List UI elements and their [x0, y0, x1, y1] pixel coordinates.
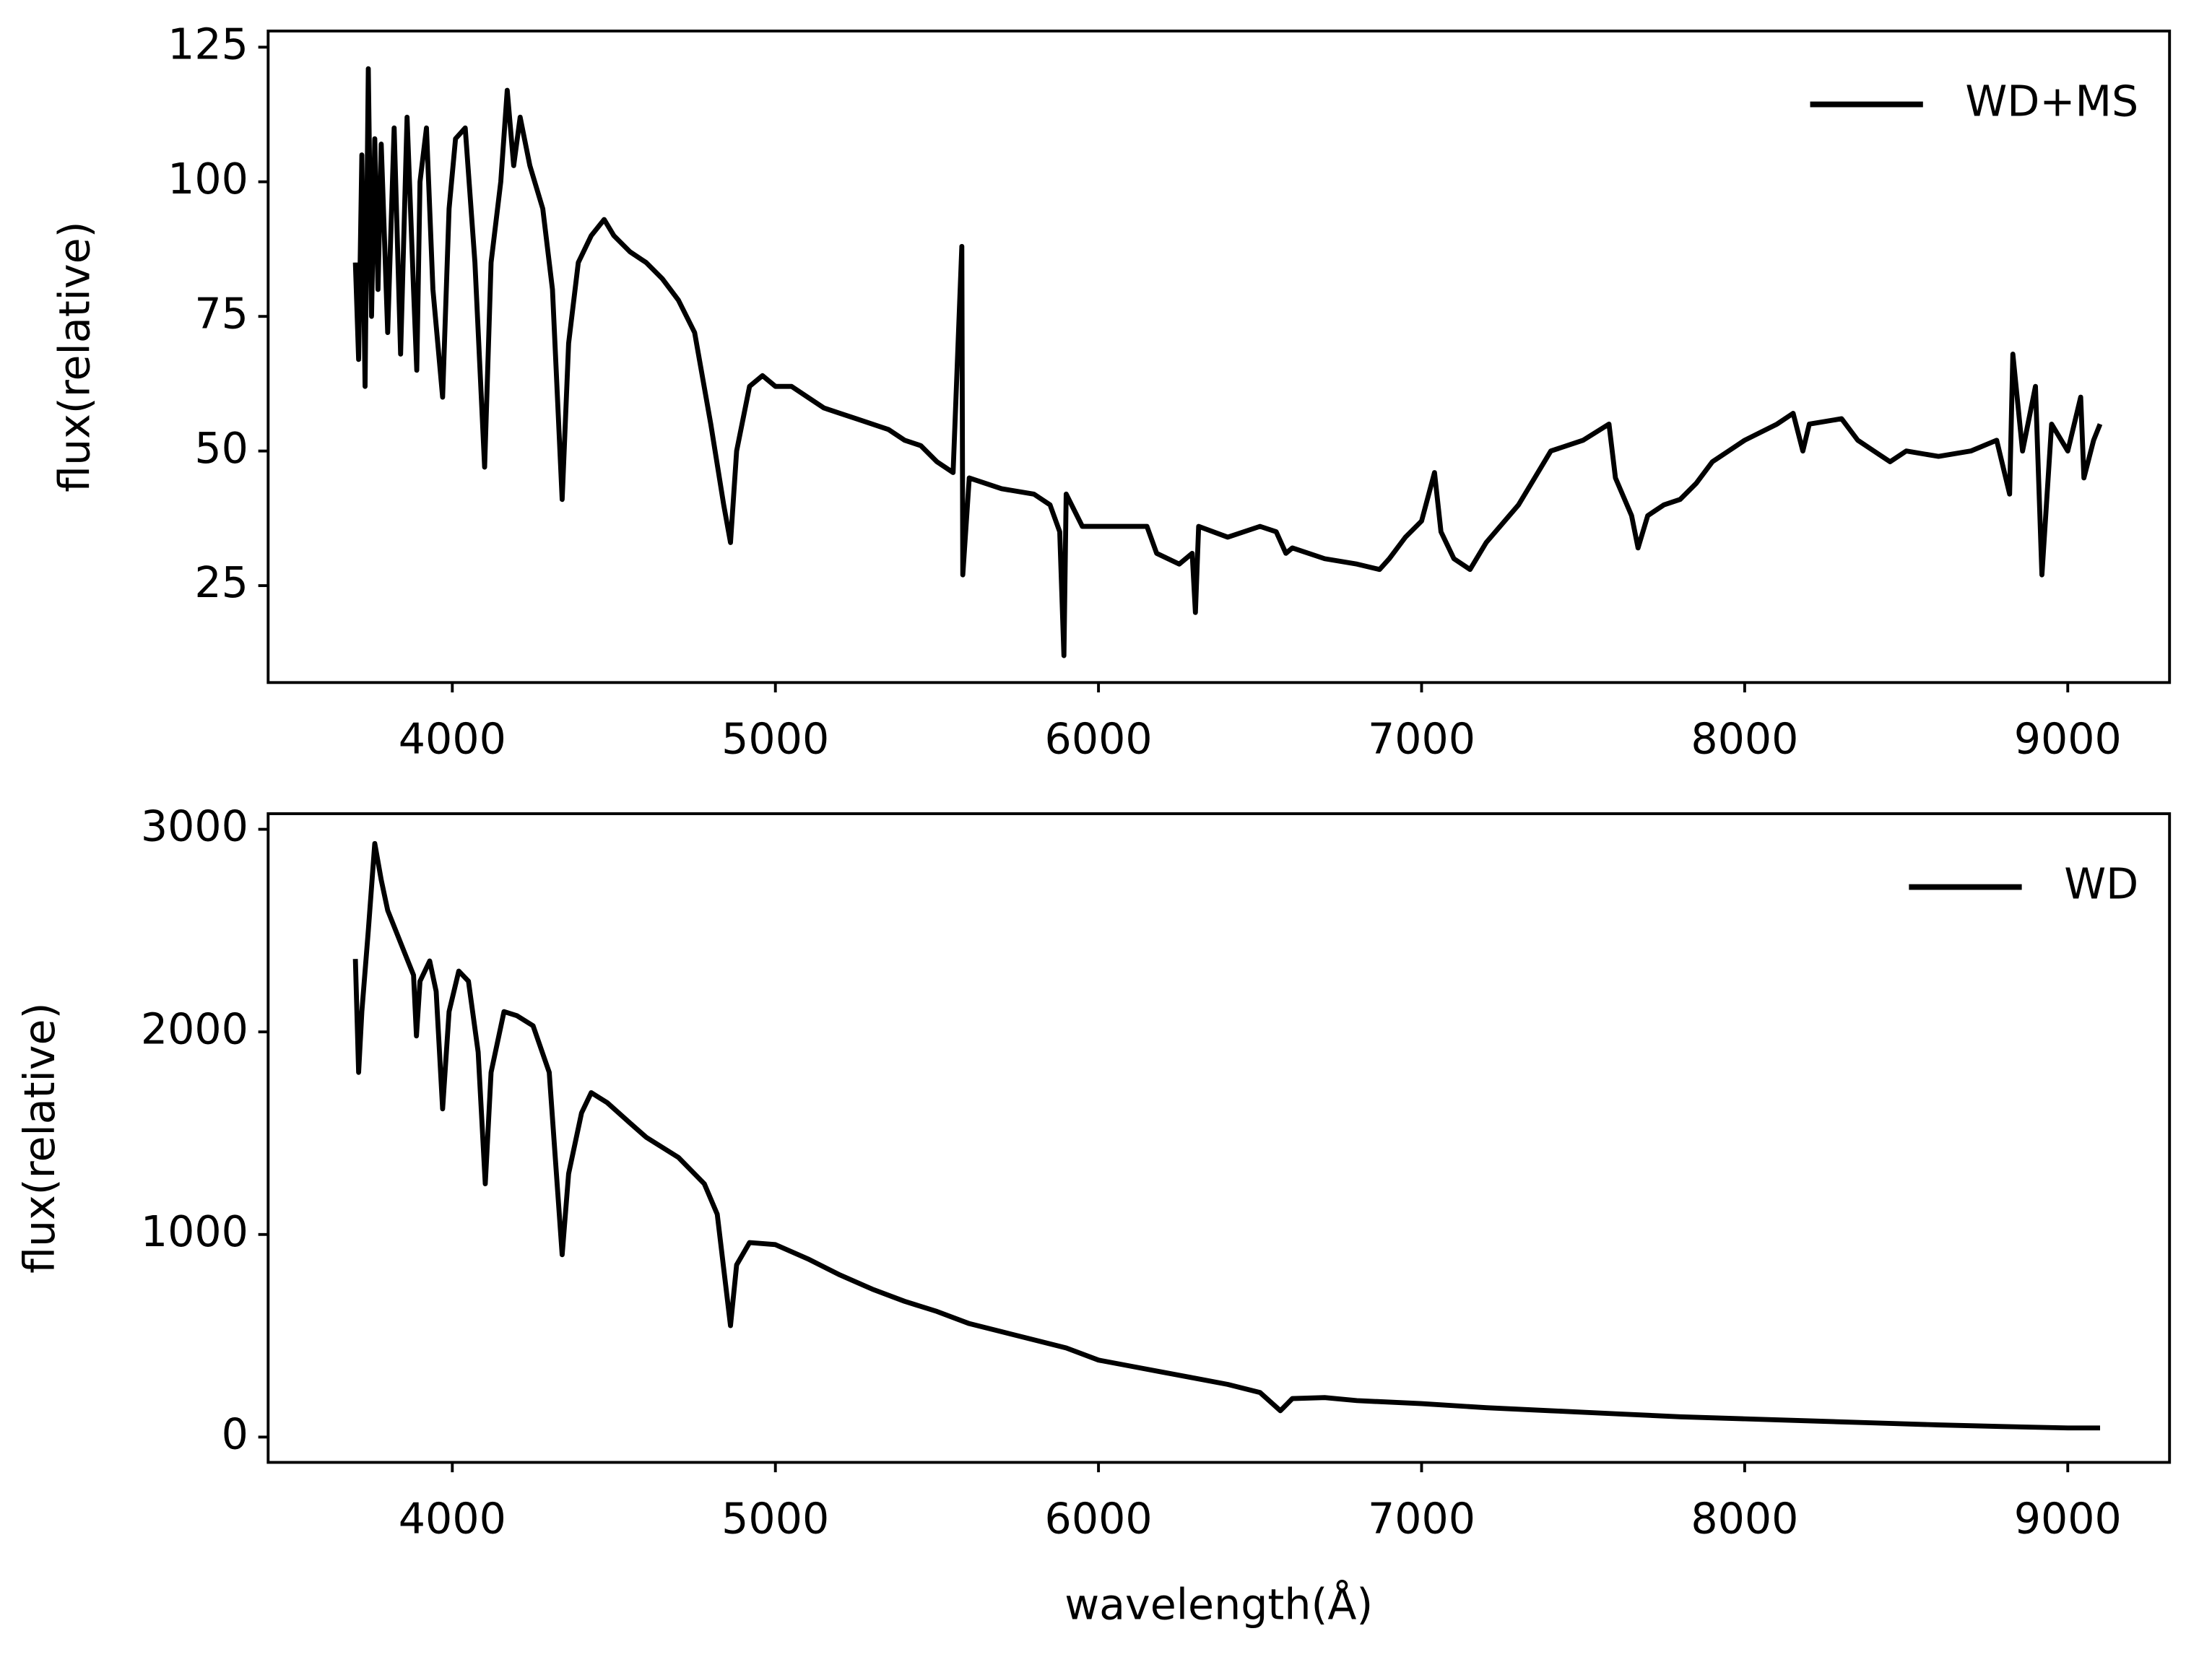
y-tick-label: 0 [222, 1409, 248, 1458]
x-tick-label: 8000 [1691, 714, 1798, 763]
y-tick-label: 125 [168, 19, 248, 69]
x-tick-label: 4000 [399, 1495, 506, 1544]
spectrum-line [352, 840, 2101, 1431]
x-axis-label: wavelength(Å) [1064, 1580, 1373, 1630]
y-tick-label: 50 [194, 424, 248, 473]
spectrum-line [352, 66, 2103, 658]
y-tick-label: 2000 [141, 1004, 248, 1053]
axes-frame [266, 812, 2172, 1464]
x-tick-label: 7000 [1368, 1495, 1475, 1544]
y-tick-label: 100 [168, 155, 248, 204]
x-tick-label: 9000 [2014, 1495, 2122, 1544]
legend-label: WD [2064, 860, 2138, 909]
x-tick-label: 7000 [1368, 714, 1475, 763]
x-tick-label: 5000 [721, 714, 829, 763]
x-tick-label: 6000 [1045, 714, 1153, 763]
x-tick-label: 5000 [721, 1495, 829, 1544]
legend-label: WD+MS [1965, 77, 2138, 126]
y-tick-label: 75 [194, 289, 248, 338]
x-tick-label: 9000 [2014, 714, 2122, 763]
y-tick-label: 25 [194, 558, 248, 607]
x-tick-label: 6000 [1045, 1495, 1153, 1544]
y-axis-label: flux(relative) [15, 1003, 64, 1274]
y-tick-label: 1000 [141, 1207, 248, 1256]
y-tick-label: 3000 [141, 802, 248, 851]
axes-frame [266, 30, 2172, 684]
y-axis-label: flux(relative) [51, 221, 100, 492]
x-tick-label: 8000 [1691, 1495, 1798, 1544]
x-tick-label: 4000 [399, 714, 506, 763]
